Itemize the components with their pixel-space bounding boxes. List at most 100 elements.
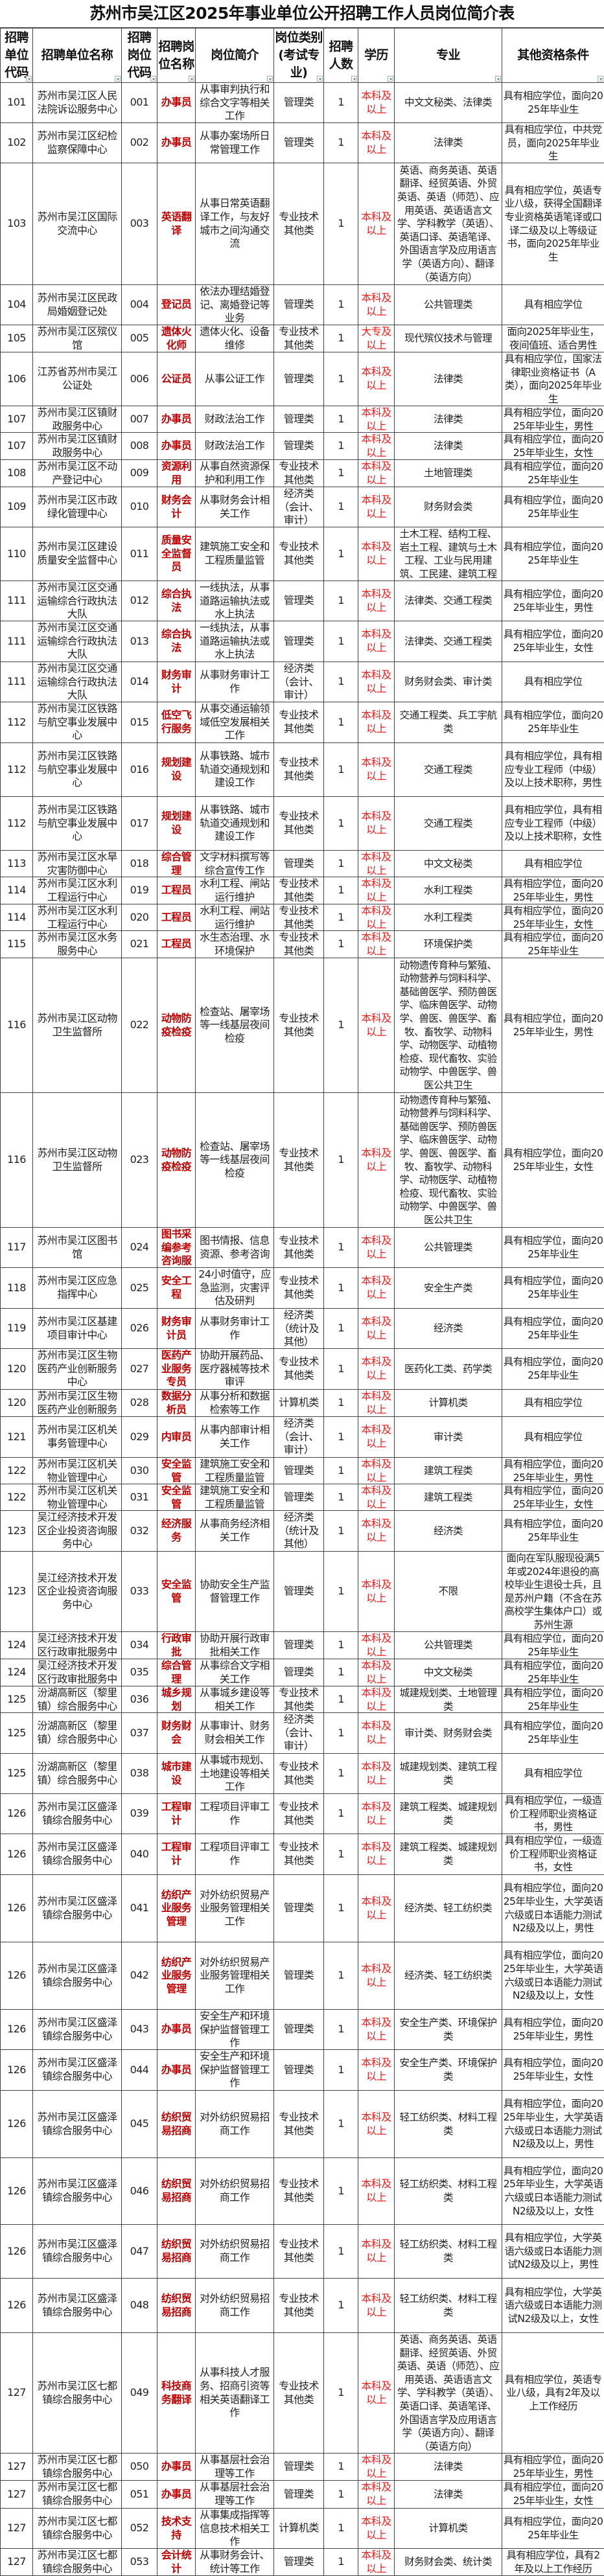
- cell-position-category: 计算机类: [274, 2509, 324, 2549]
- cell-other-requirements: 具有相应学位: [502, 1390, 604, 1417]
- cell-text: 1: [325, 2299, 357, 2312]
- cell-position-intro: 协助开展行政审批相关工作: [196, 1632, 274, 1659]
- cell-text: 安全监管: [158, 1458, 194, 1484]
- cell-major: 不限: [395, 1552, 502, 1632]
- cell-text: 大专及以上: [359, 325, 393, 352]
- cell-education: 大专及以上: [358, 325, 395, 352]
- cell-major: 城建规划类、土地管理类: [395, 1686, 502, 1713]
- cell-position-name: 财务审计: [157, 662, 196, 702]
- cell-major: 经济类、轻工纺织类: [395, 1942, 502, 2010]
- cell-position-code: 050: [122, 2454, 157, 2481]
- cell-other-requirements: 具有相应学位，具有相应专业工程师（中级）及以上技术职称，女性: [502, 797, 604, 851]
- cell-other-requirements: 具有相应学位，大学英语六级或日本语能力测试N2级及以上，男性: [502, 2225, 604, 2279]
- cell-education: 本科及以上: [358, 1754, 395, 1794]
- cell-text: 具有相应学位，面向2025年毕业生: [503, 1274, 603, 1301]
- cell-text: 苏州市吴江区铁路与航空事业发展中心: [34, 702, 121, 742]
- cell-position-category: 经济类（会计、审计）: [274, 662, 324, 702]
- cell-hire-count: 1: [324, 1834, 358, 1875]
- column-header-label: 其他资格条件: [517, 48, 588, 62]
- cell-text: 办事员: [158, 96, 194, 109]
- cell-text: 126: [1, 1807, 32, 1821]
- cell-major: 公共管理类: [395, 1632, 502, 1659]
- cell-unit-name: 苏州市吴江区国际交流中心: [33, 163, 122, 285]
- cell-text: 专业技术其他类: [275, 931, 323, 958]
- cell-other-requirements: 具有相应学位，英语专业八级，获得全国翻译专业资格英语笔译或口译二级及以上等级证书…: [502, 163, 604, 285]
- cell-text: 专业技术其他类: [275, 1760, 323, 1787]
- cell-unit-name: 汾湖高新区（黎里镇）综合服务中心: [33, 1754, 122, 1794]
- cell-text: 专业技术其他类: [275, 1012, 323, 1039]
- cell-text: 对外纺织贸易产业服务管理相关工作: [196, 1889, 273, 1929]
- cell-text: 经济类（会计、审计）: [275, 662, 323, 702]
- cell-text: 126: [1, 1848, 32, 1861]
- filter-dropdown-icon[interactable]: [189, 76, 194, 82]
- cell-text: 051: [122, 2488, 156, 2501]
- cell-position-category: 经济类（会计、审计）: [274, 1417, 324, 1458]
- cell-text: 1: [325, 2023, 357, 2036]
- filter-dropdown-icon[interactable]: [26, 76, 32, 82]
- cell-text: 1: [325, 2460, 357, 2474]
- cell-text: 1: [325, 1639, 357, 1652]
- cell-text: 经济类（统计及其他）: [275, 1309, 323, 1348]
- cell-text: 专业技术其他类: [275, 211, 323, 237]
- cell-position-category: 经济类（统计及其他）: [274, 1511, 324, 1552]
- cell-position-code: 024: [122, 1228, 157, 1268]
- cell-text: 土木工程、结构工程、岩土工程、建筑与土木工程、工业与民用建筑、工民建、建筑工程: [395, 527, 501, 581]
- cell-text: 041: [122, 1902, 156, 1915]
- filter-dropdown-icon[interactable]: [150, 76, 156, 82]
- cell-other-requirements: 具有相应学位，面向2025年毕业生，女性: [502, 433, 604, 460]
- cell-text: 汾湖高新区（黎里镇）综合服务中心: [34, 1719, 121, 1746]
- cell-unit-name: 汾湖高新区（黎里镇）综合服务中心: [33, 1713, 122, 1754]
- cell-hire-count: 1: [324, 285, 358, 325]
- cell-text: 专业技术其他类: [275, 1800, 323, 1827]
- cell-text: 管理类: [275, 1639, 323, 1652]
- cell-text: 工程员: [158, 911, 194, 925]
- cell-text: 专业技术其他类: [275, 1355, 323, 1382]
- cell-hire-count: 1: [324, 2279, 358, 2333]
- cell-text: 109: [1, 500, 32, 514]
- cell-hire-count: 1: [324, 1309, 358, 1349]
- cell-text: 安全生产类: [395, 1282, 501, 1295]
- cell-position-code: 046: [122, 2158, 157, 2225]
- cell-text: 1: [325, 298, 357, 312]
- cell-text: 苏州市吴江区动物卫生监督所: [34, 1012, 121, 1039]
- cell-text: 1: [325, 136, 357, 150]
- cell-text: 苏州市吴江区生物医药产业创新服务中心: [34, 1349, 121, 1389]
- cell-unit-name: 苏州市吴江区盛泽镇综合服务中心: [33, 1875, 122, 1942]
- filter-dropdown-icon[interactable]: [267, 76, 273, 82]
- cell-text: 经济类、轻工纺织类: [395, 1969, 501, 1983]
- cell-text: 专业技术其他类: [275, 756, 323, 783]
- cell-text: 033: [122, 1585, 156, 1598]
- cell-position-code: 001: [122, 83, 157, 123]
- cell-text: 1: [325, 1969, 357, 1983]
- cell-unit-name: 苏州市吴江区纪检监察保障中心: [33, 123, 122, 163]
- cell-major: 中文文秘类: [395, 851, 502, 877]
- cell-text: 本科及以上: [359, 669, 393, 695]
- filter-dropdown-icon[interactable]: [598, 76, 603, 82]
- cell-text: 苏州市吴江区机关物业管理中心: [34, 1458, 121, 1484]
- cell-text: 苏州市吴江区盛泽镇综合服务中心: [34, 1800, 121, 1827]
- cell-position-category: 管理类: [274, 2454, 324, 2481]
- cell-position-intro: 工程项目评审工作: [196, 1834, 274, 1875]
- filter-dropdown-icon[interactable]: [115, 76, 121, 82]
- cell-position-code: 043: [122, 2010, 157, 2050]
- filter-dropdown-icon[interactable]: [495, 76, 501, 82]
- cell-text: 004: [122, 298, 156, 312]
- filter-dropdown-icon[interactable]: [317, 76, 323, 82]
- cell-text: 106: [1, 373, 32, 386]
- filter-dropdown-icon[interactable]: [388, 76, 393, 82]
- cell-text: 苏州市吴江区盛泽镇综合服务中心: [34, 2238, 121, 2264]
- filter-dropdown-icon[interactable]: [351, 76, 357, 82]
- cell-position-intro: 从事城市规划、土地建设等相关工作: [196, 1754, 274, 1794]
- cell-unit-code: 126: [1, 2010, 33, 2050]
- cell-other-requirements: 面向2025年毕业生，夜间值班、适合男性: [502, 325, 604, 352]
- cell-position-name: 纺织贸易招商: [157, 2091, 196, 2158]
- cell-text: 049: [122, 2386, 156, 2400]
- cell-position-code: 023: [122, 1093, 157, 1228]
- cell-position-intro: 检查站、屠宰场等一线基层夜间检疫: [196, 1093, 274, 1228]
- cell-text: 本科及以上: [359, 2016, 393, 2043]
- cell-major: 法律类: [395, 2481, 502, 2509]
- cell-text: 从事铁路、城市轨道交通规划和建设工作: [196, 750, 273, 790]
